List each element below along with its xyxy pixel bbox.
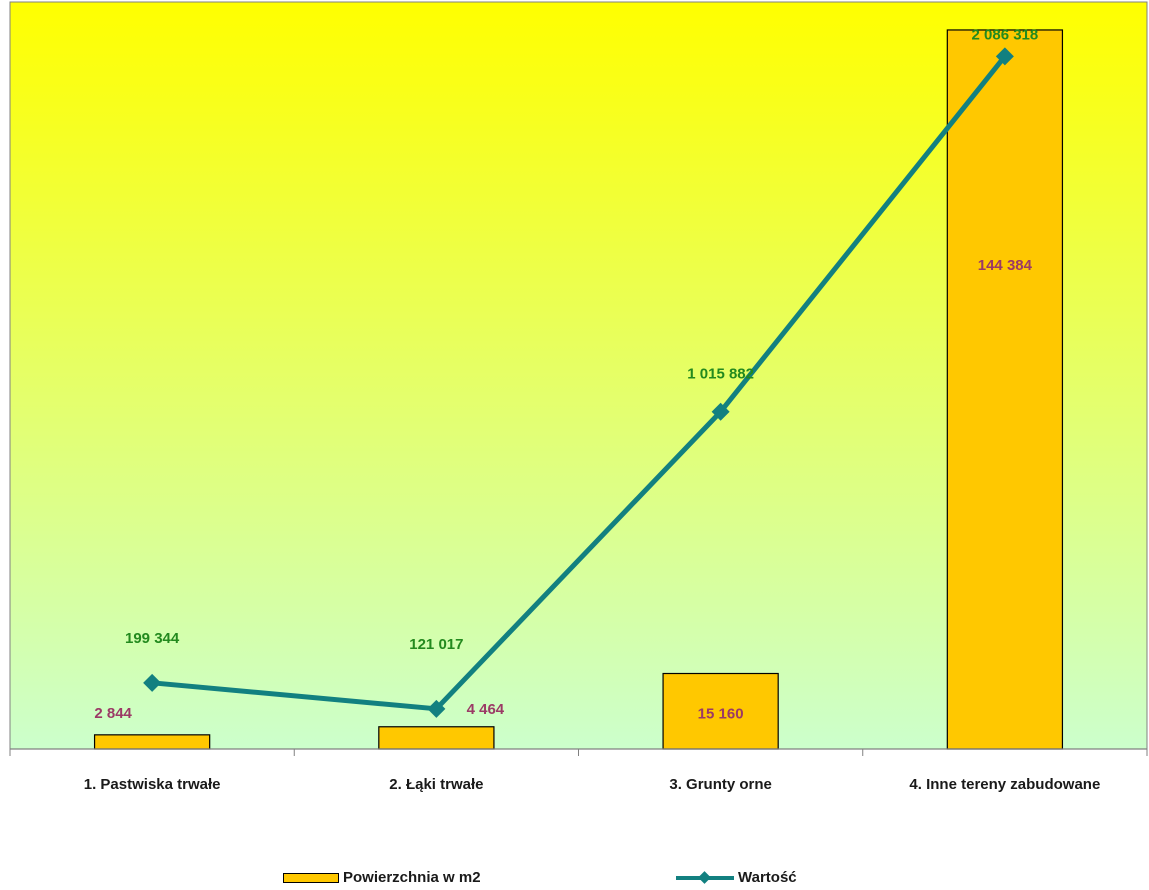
x-tick-label-2: 2. Łąki trwałe xyxy=(389,776,483,793)
legend: Powierzchnia w m2 Wartość xyxy=(0,862,1149,890)
x-tick-label-3: 3. Grunty orne xyxy=(669,776,772,793)
bar-data-label-4: 144 384 xyxy=(978,257,1033,274)
legend-bar-swatch xyxy=(283,872,339,883)
line-data-label-4: 2 086 318 xyxy=(972,26,1039,43)
legend-label-bar: Powierzchnia w m2 xyxy=(343,869,481,886)
bar-data-label-3: 15 160 xyxy=(698,706,744,723)
legend-label-line: Wartość xyxy=(738,869,797,886)
x-tick-label-4: 4. Inne tereny zabudowane xyxy=(909,776,1100,793)
line-data-label-2: 121 017 xyxy=(409,636,463,653)
bar-data-label-1: 2 844 xyxy=(94,705,132,722)
bar-1 xyxy=(93,734,211,750)
line-point-2 xyxy=(427,699,446,718)
line-data-label-1: 199 344 xyxy=(125,630,180,647)
x-tick-label-1: 1. Pastwiska trwałe xyxy=(84,776,221,793)
line-series-wartosc xyxy=(151,54,1007,712)
legend-item-bar: Powierzchnia w m2 xyxy=(283,869,481,886)
line-data-label-3: 1 015 882 xyxy=(687,366,754,383)
legend-item-line: Wartość xyxy=(676,869,797,886)
bar-2 xyxy=(378,726,495,750)
line-point-3 xyxy=(711,402,730,421)
line-point-4 xyxy=(995,47,1014,66)
bar-data-label-2: 4 464 xyxy=(467,701,505,718)
line-point-1 xyxy=(143,673,162,692)
legend-line-swatch xyxy=(676,871,734,885)
bar-4 xyxy=(946,29,1064,750)
bar-3 xyxy=(662,672,779,750)
